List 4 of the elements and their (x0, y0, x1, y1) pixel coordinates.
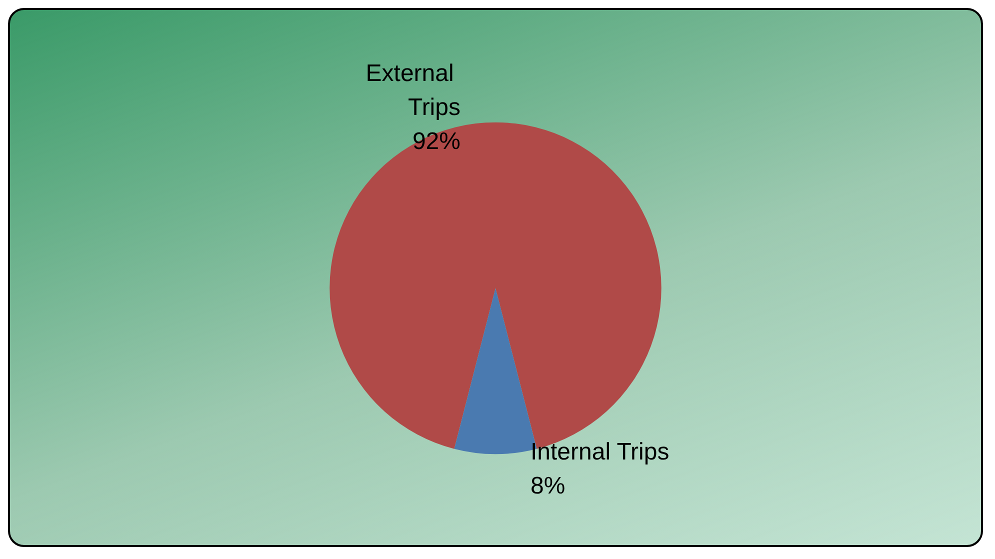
data-label: 92% (412, 128, 460, 155)
slice-label: Internal Trips (530, 438, 670, 466)
slice-label: External Trips (366, 60, 460, 121)
data-label: 8% (530, 472, 566, 500)
